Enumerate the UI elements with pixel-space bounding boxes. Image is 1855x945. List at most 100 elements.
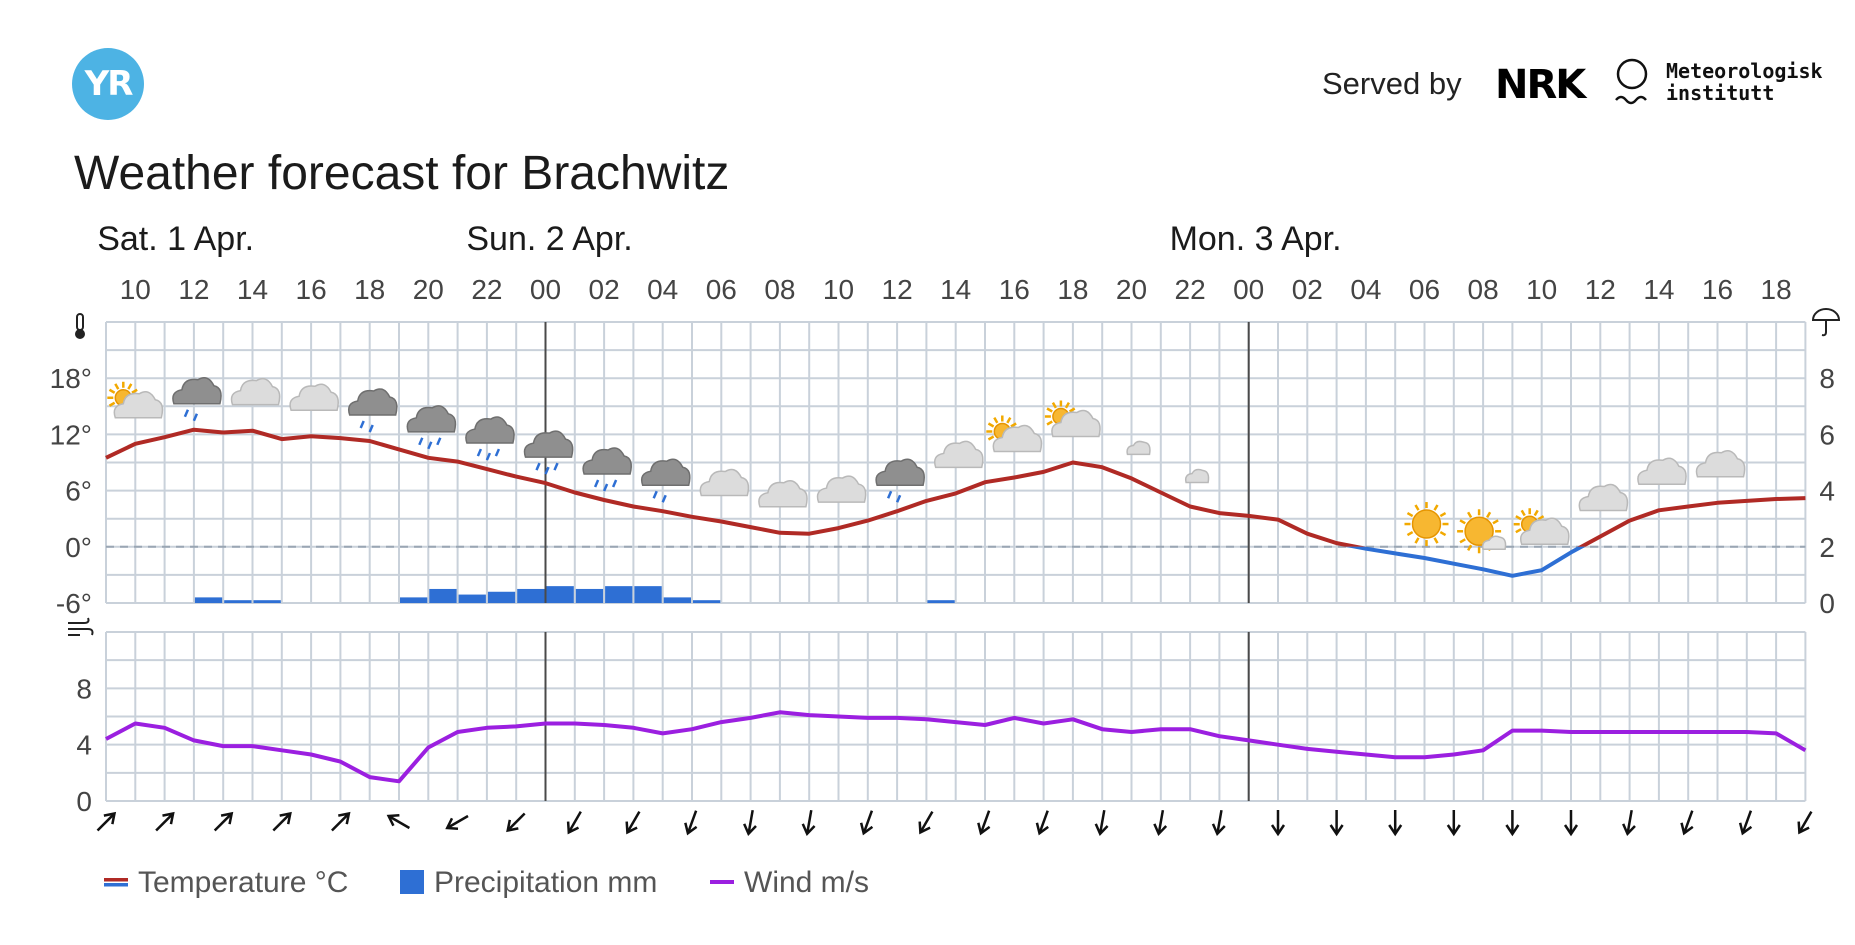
cloud-icon (230, 377, 281, 406)
hour-label: 22 (1175, 274, 1206, 305)
page-title: Weather forecast for Brachwitz (74, 147, 730, 200)
cloud-shape (289, 383, 339, 412)
precipitation-bar (634, 586, 662, 603)
wind-arrow (1738, 810, 1753, 836)
wind-grid (105, 631, 1807, 802)
temperature-line (105, 427, 1806, 547)
cloud-icon (1578, 483, 1629, 512)
legend: Temperature °C Precipitation mm Wind m/s (104, 866, 869, 899)
umbrella-canopy (1811, 308, 1841, 321)
sun-ray (127, 383, 133, 390)
legend-precipitation-swatch (400, 870, 424, 894)
precipitation-bar (194, 597, 223, 603)
sun-ray (987, 435, 995, 441)
cloud-shape (465, 416, 515, 444)
wind-arrow-head (1797, 821, 1810, 835)
wind-arrow-head (1446, 824, 1461, 837)
partly-cloudy-night-icon (1173, 456, 1210, 484)
wind-line (105, 710, 1807, 784)
precipitation-bar (575, 588, 604, 603)
moon-icon (1298, 483, 1315, 516)
wind-arrow (331, 811, 351, 832)
sun-disc (1411, 509, 1442, 539)
sun-ray (1046, 407, 1053, 413)
temperature-line-group (105, 427, 1806, 578)
sun-ray (1533, 509, 1539, 517)
wind-arrow (625, 810, 641, 835)
wind-arrow (386, 814, 411, 830)
sun-ray (1051, 402, 1057, 409)
met-logo-icon (1615, 58, 1648, 105)
rain-drop (611, 479, 618, 488)
cloud-light-rain-icon (172, 376, 222, 422)
precipitation-bar (400, 597, 428, 603)
hour-label: 10 (120, 274, 151, 305)
wind-arrow (1505, 810, 1520, 837)
hour-label: 04 (647, 274, 678, 305)
sun-disc (1464, 516, 1494, 547)
rain-drop (368, 424, 374, 433)
cloud-shape (582, 447, 632, 475)
precipitation-bar (546, 586, 574, 603)
sun-ray (987, 422, 995, 428)
temperature-line-below-zero (1345, 546, 1586, 578)
wind-arrow (1329, 810, 1344, 837)
precipitation-bars (194, 586, 955, 603)
wind-arrow-head (977, 822, 991, 836)
moon-shape (1173, 456, 1186, 481)
moon-shape (1115, 428, 1128, 453)
met-logo-line-2: institutt (1666, 81, 1775, 105)
wind-arrow-head (1388, 824, 1403, 837)
moon-shape (1356, 498, 1373, 531)
cloud-shape (933, 440, 984, 469)
sun-ray (1010, 422, 1017, 428)
wind-arrow-head (743, 823, 757, 837)
hour-label: 20 (1116, 274, 1147, 305)
rain-drop (436, 437, 442, 446)
sun-ray (1486, 511, 1492, 519)
wind-arrow (96, 811, 117, 832)
weather-symbols (107, 376, 1746, 554)
wind-arrow-head (1563, 824, 1579, 837)
sun-icon (1404, 502, 1449, 547)
wind-arrow (918, 810, 934, 835)
y-right-tick: 8 (1819, 363, 1835, 394)
wind-arrow-head (1622, 823, 1636, 837)
wind-arrow-head (684, 822, 698, 836)
hour-label: 06 (706, 274, 737, 305)
legend-temperature-label: Temperature °C (138, 866, 348, 899)
rain-drop (553, 462, 559, 471)
sun-ray (131, 388, 138, 394)
wind-arrow-shaft (1683, 810, 1694, 832)
day-label: Sat. 1 Apr. (97, 220, 254, 258)
wind-arrow-head (1270, 824, 1286, 837)
cloud-icon (1695, 450, 1746, 478)
wind-arrow-head (1211, 823, 1226, 837)
wind-arrow-shaft (213, 814, 232, 832)
cloud-shape (699, 468, 750, 497)
hour-label: 08 (764, 274, 795, 305)
y-left-tick: 6° (65, 476, 92, 507)
cloud-shape (172, 376, 222, 405)
wind-arrow-head (801, 823, 816, 837)
rain-drop (535, 462, 541, 471)
wind-arrow-head (445, 817, 459, 830)
wind-arrow (1094, 809, 1109, 837)
cloud-light-rain-icon (640, 458, 691, 503)
wind-arrow-head (1094, 823, 1109, 837)
rain-drop (661, 494, 667, 503)
wind-arrow (684, 810, 698, 836)
cloud-shape (1051, 409, 1101, 438)
rain-drop (192, 413, 199, 422)
sun-ray (1515, 515, 1522, 521)
sun-ray (1459, 538, 1466, 544)
thermometer-bulb (75, 329, 85, 339)
cloud-shape (875, 458, 925, 486)
wind-arrow-shaft (508, 812, 526, 830)
precipitation-bar (458, 594, 486, 603)
sun-ray (993, 417, 999, 424)
wind-arrow (977, 810, 991, 836)
rain-drop (418, 437, 424, 446)
hour-label: 18 (1057, 274, 1088, 305)
